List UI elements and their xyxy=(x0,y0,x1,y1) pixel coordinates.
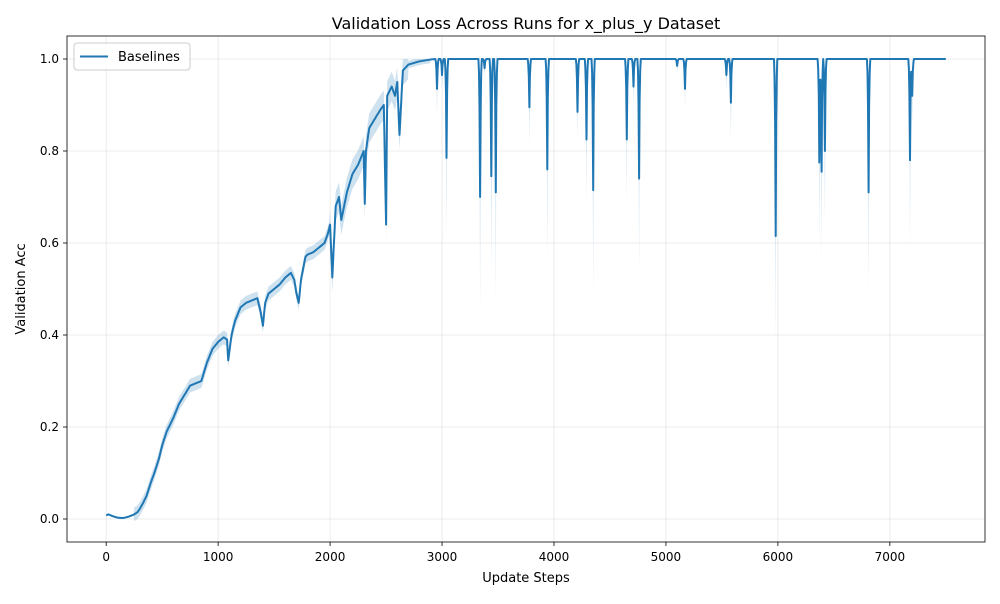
plot-frame xyxy=(66,35,986,543)
series-line-layer xyxy=(105,58,947,520)
y-tick-label: 0.0 xyxy=(40,512,59,526)
y-tick-label: 0.6 xyxy=(40,236,59,250)
y-tick-label: 0.8 xyxy=(40,144,59,158)
legend-label: Baselines xyxy=(118,50,180,65)
legend-box xyxy=(73,42,191,71)
y-tick-label: 1.0 xyxy=(40,52,59,66)
y-axis-label: Validation Acc xyxy=(14,243,29,334)
axis-ticks: 0 1000 2000 3000 4000 5000 6000 7000 0.0 0.2 0.4 0.… xyxy=(40,52,905,564)
legend: Baselines xyxy=(73,42,191,71)
x-tick-label: 2000 xyxy=(315,550,346,564)
x-tick-label: 0 xyxy=(102,550,110,564)
x-tick-label: 5000 xyxy=(651,550,682,564)
chart-title: Validation Loss Across Runs for x_plus_y… xyxy=(332,14,720,34)
series-line-baselines xyxy=(105,58,947,520)
x-tick-label: 7000 xyxy=(875,550,906,564)
x-axis-label: Update Steps xyxy=(482,571,570,586)
y-tick-label: 0.4 xyxy=(40,328,59,342)
x-tick-label: 6000 xyxy=(763,550,794,564)
x-tick-label: 1000 xyxy=(203,550,234,564)
x-tick-label: 4000 xyxy=(539,550,570,564)
x-tick-label: 3000 xyxy=(427,550,458,564)
y-tick-label: 0.2 xyxy=(40,420,59,434)
